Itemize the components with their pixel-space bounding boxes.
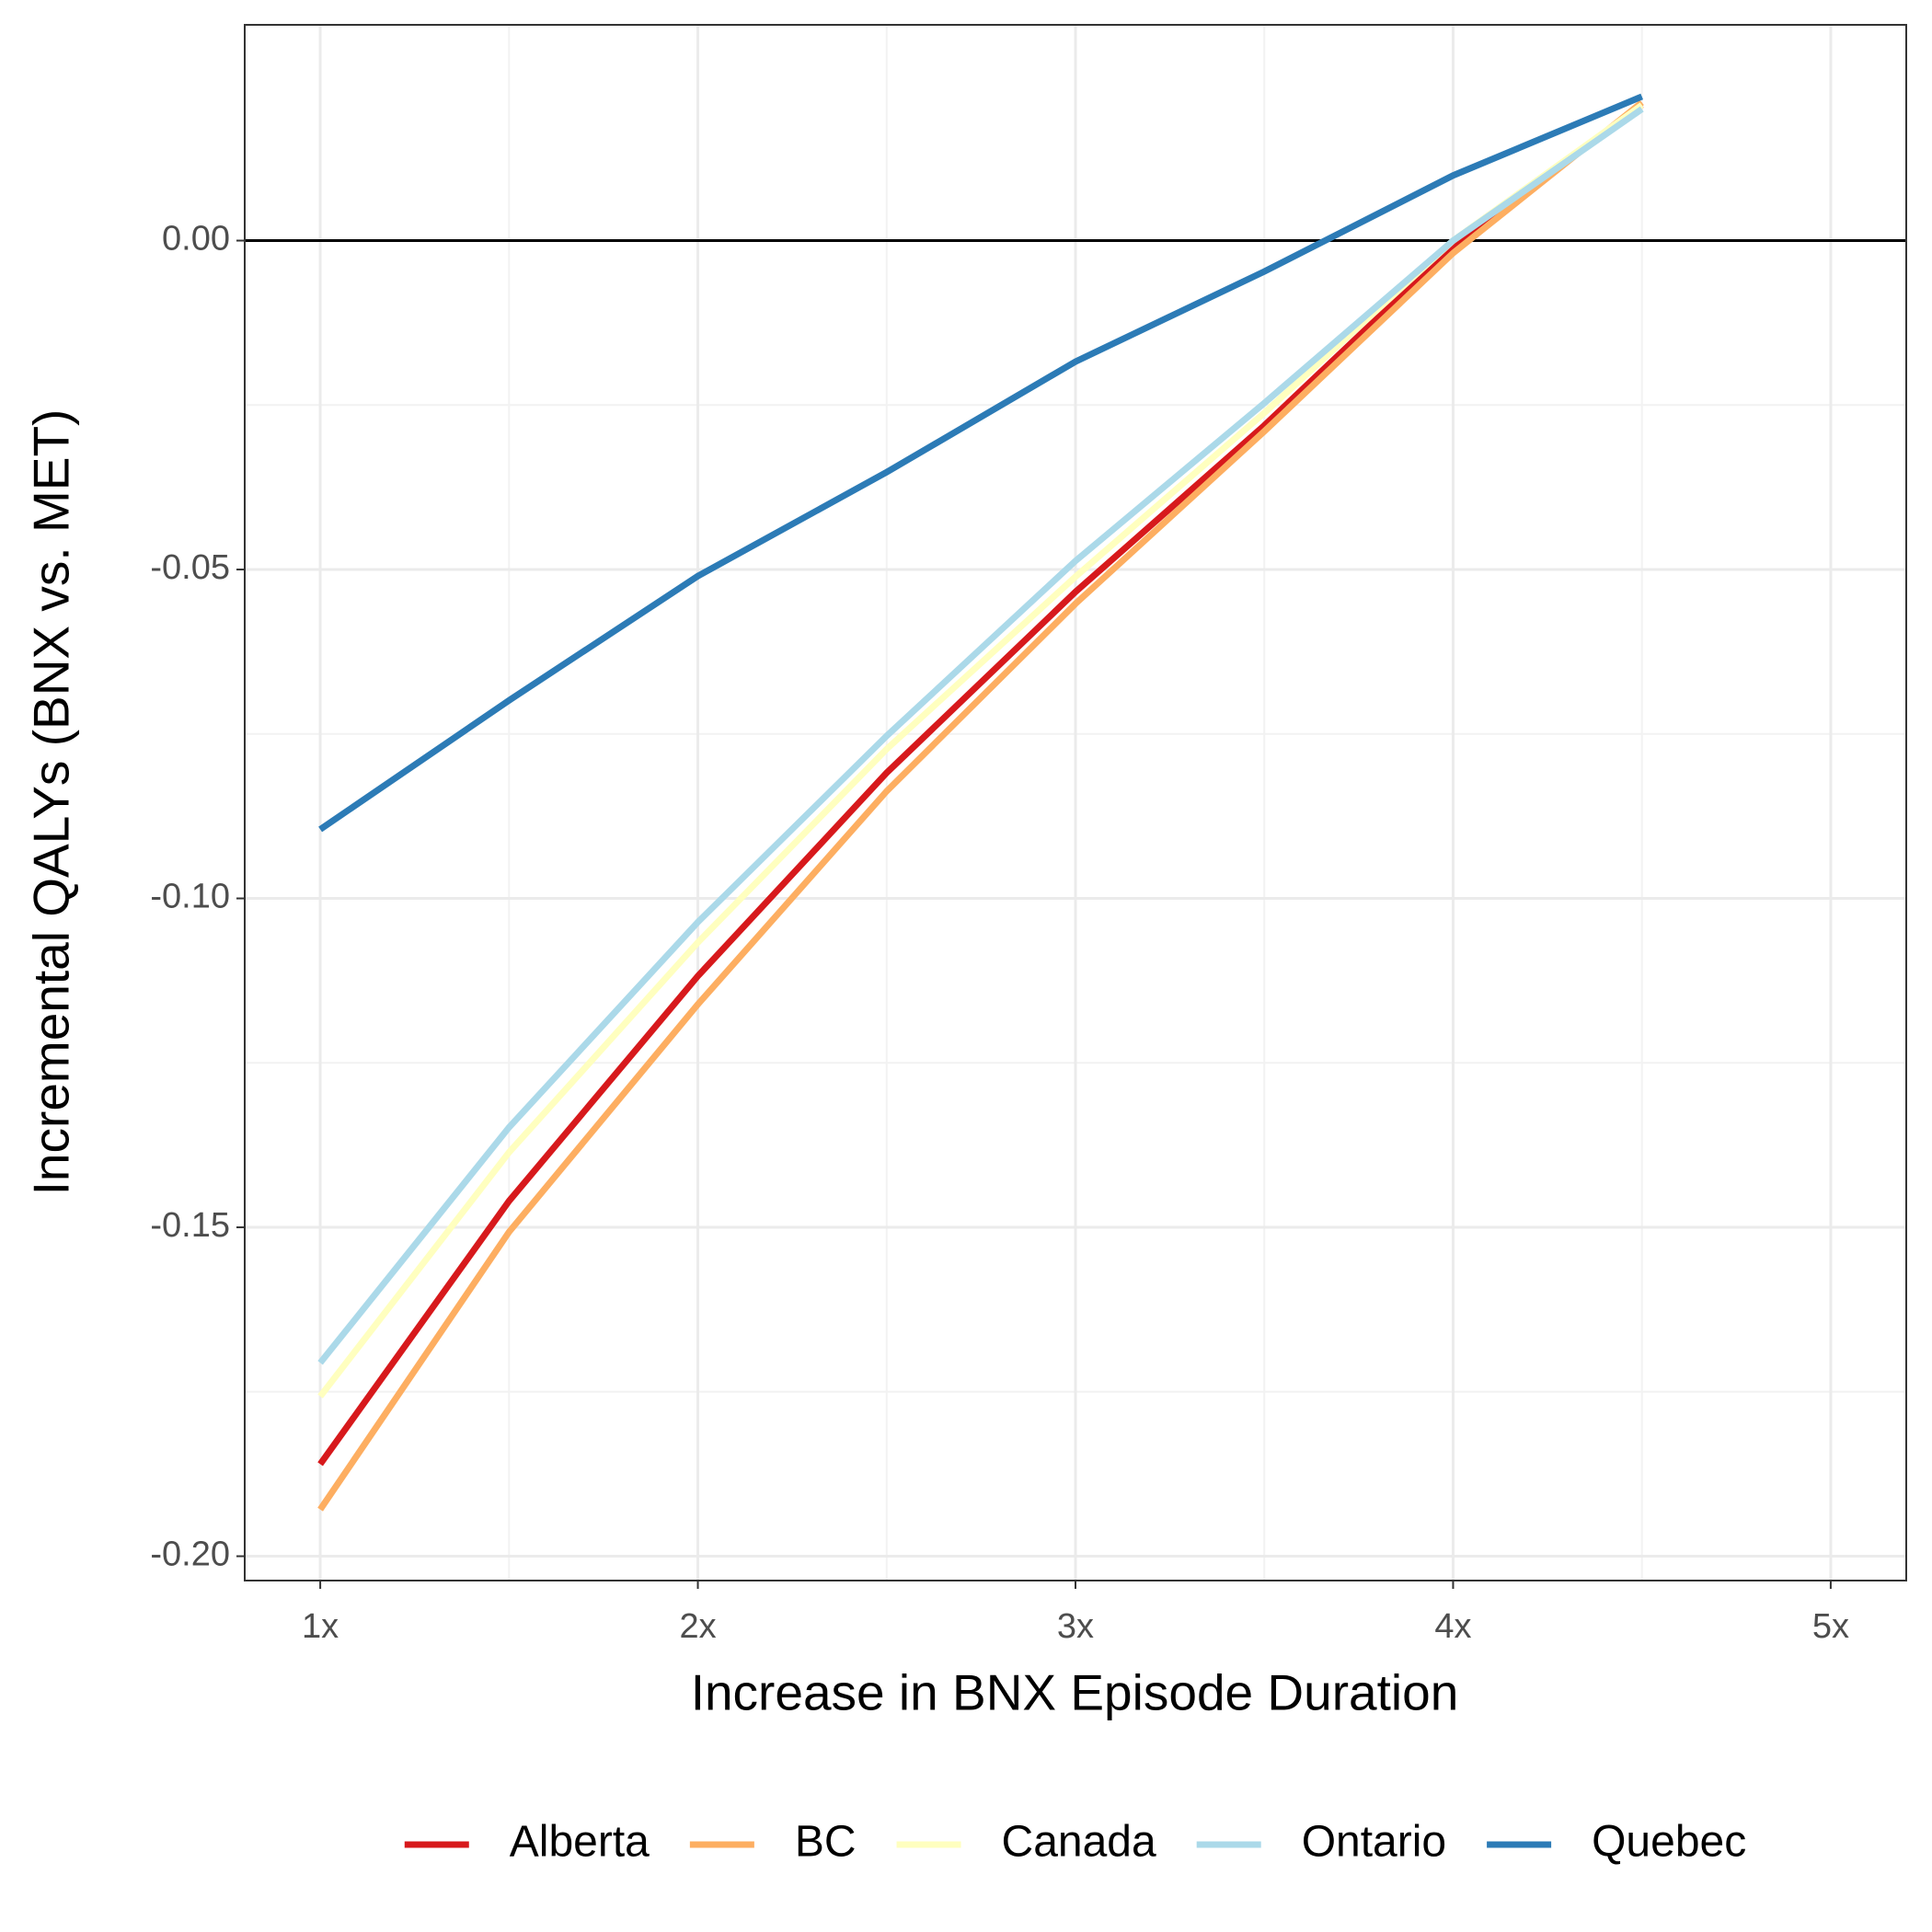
legend-item: Canada xyxy=(896,1818,1156,1867)
legend-label: Canada xyxy=(1002,1818,1156,1867)
legend-label: Quebec xyxy=(1592,1818,1746,1867)
series-line xyxy=(317,99,1644,1512)
x-tick-label: 1x xyxy=(302,1607,339,1646)
legend-item: BC xyxy=(689,1818,857,1867)
y-axis-title: Incremental QALYs (BNX vs. MET) xyxy=(23,409,80,1196)
y-tick-label: 0.00 xyxy=(162,220,230,259)
legend-item: Quebec xyxy=(1487,1818,1746,1867)
plot-border xyxy=(244,24,1907,1581)
x-tick-label: 2x xyxy=(679,1607,716,1646)
y-tick-label: -0.10 xyxy=(150,878,230,916)
x-tick-label: 5x xyxy=(1812,1607,1849,1646)
series-line xyxy=(318,93,1644,833)
series-line xyxy=(317,102,1644,1466)
legend-label: BC xyxy=(795,1818,857,1867)
legend-label: Alberta xyxy=(510,1818,650,1867)
legend-label: Ontario xyxy=(1302,1818,1446,1867)
series-line xyxy=(317,106,1644,1365)
x-tick-label: 3x xyxy=(1057,1607,1094,1646)
legend: Alberta BC Canada Ontario Quebec xyxy=(404,1818,1746,1867)
x-tick-label: 4x xyxy=(1434,1607,1471,1646)
x-axis-title: Increase in BNX Episode Duration xyxy=(691,1664,1459,1721)
legend-item: Alberta xyxy=(404,1818,650,1867)
legend-item: Ontario xyxy=(1196,1818,1446,1867)
series-line xyxy=(317,102,1644,1398)
y-tick-label: -0.15 xyxy=(150,1206,230,1245)
y-tick-label: -0.05 xyxy=(150,548,230,587)
y-tick-label: -0.20 xyxy=(150,1535,230,1574)
